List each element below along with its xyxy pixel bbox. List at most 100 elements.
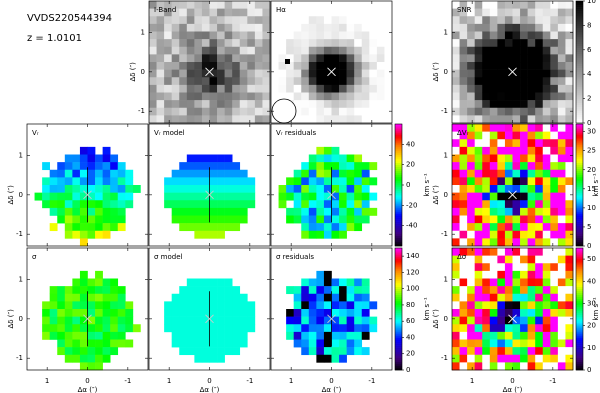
colorbar-cell — [395, 264, 402, 267]
map-pixel — [467, 16, 475, 25]
map-pixel — [323, 92, 332, 101]
map-pixel — [354, 31, 363, 40]
map-pixel — [452, 270, 460, 279]
panel-sig — [26, 247, 149, 371]
map-pixel — [565, 185, 574, 193]
map-pixel — [224, 293, 233, 302]
map-pixel — [323, 331, 332, 340]
colorbar-cell — [395, 325, 402, 328]
map-pixel — [194, 331, 203, 340]
map-pixel — [535, 278, 544, 287]
map-pixel — [57, 162, 66, 171]
map-pixel — [550, 293, 559, 302]
map-pixel — [186, 286, 195, 295]
map-pixel — [346, 162, 355, 171]
map-pixel — [354, 169, 363, 178]
map-pixel — [186, 8, 195, 17]
map-pixel — [271, 46, 279, 55]
map-pixel — [512, 46, 521, 55]
map-pixel — [217, 286, 225, 295]
map-pixel — [565, 62, 574, 70]
map-pixel — [497, 207, 506, 216]
colorbar-tick-label: 20 — [406, 350, 415, 358]
map-pixel — [293, 293, 302, 302]
map-pixel — [286, 192, 294, 201]
map-pixel — [361, 316, 370, 325]
map-pixel — [565, 115, 574, 124]
map-pixel — [201, 200, 210, 209]
map-pixel — [542, 69, 551, 78]
colorbar-cell — [576, 199, 583, 202]
panel-sigm — [148, 247, 271, 371]
map-pixel — [467, 8, 475, 17]
map-pixel — [179, 31, 188, 40]
map-pixel — [504, 316, 513, 325]
map-pixel — [156, 77, 165, 86]
map-pixel — [308, 154, 317, 163]
map-pixel — [384, 115, 393, 124]
colorbar-cell — [395, 300, 402, 304]
map-pixel — [346, 31, 355, 40]
map-pixel — [459, 270, 468, 279]
colorbar-cell — [395, 136, 402, 139]
map-pixel — [512, 286, 521, 295]
map-pixel — [49, 286, 58, 295]
map-pixel — [239, 8, 248, 17]
colorbar-tick-label: 120 — [406, 268, 419, 276]
colorbar-cell — [576, 166, 583, 170]
map-pixel — [542, 107, 551, 116]
map-pixel — [369, 16, 378, 25]
map-pixel — [467, 39, 475, 48]
map-pixel — [535, 354, 544, 363]
map-pixel — [565, 223, 574, 232]
map-pixel — [95, 293, 103, 302]
map-pixel — [316, 8, 325, 17]
colorbar-tick-label: 40 — [406, 333, 415, 341]
map-pixel — [527, 215, 536, 224]
map-pixel — [339, 1, 347, 9]
map-pixel — [201, 77, 210, 86]
map-pixel — [87, 185, 96, 193]
map-pixel — [102, 162, 111, 171]
map-pixel — [467, 107, 475, 116]
map-pixel — [467, 62, 475, 70]
map-pixel — [308, 100, 317, 109]
map-pixel — [323, 100, 332, 109]
map-pixel — [535, 169, 544, 178]
colorbar-cell — [576, 262, 583, 265]
map-pixel — [550, 16, 559, 25]
map-pixel — [459, 23, 468, 32]
map-pixel — [542, 316, 551, 325]
map-pixel — [323, 115, 332, 124]
map-pixel — [369, 62, 378, 70]
map-pixel — [87, 324, 96, 333]
map-pixel — [482, 92, 491, 101]
map-pixel — [110, 309, 119, 317]
map-pixel — [232, 223, 241, 232]
map-pixel — [316, 46, 325, 55]
map-pixel — [87, 339, 96, 348]
map-pixel — [102, 278, 111, 287]
map-pixel — [125, 324, 134, 333]
colorbar-cell — [576, 349, 583, 352]
map-pixel — [467, 339, 475, 348]
map-pixel — [535, 177, 544, 186]
map-pixel — [467, 248, 475, 256]
map-pixel — [361, 162, 370, 171]
map-pixel — [64, 162, 73, 171]
map-pixel — [164, 100, 172, 109]
map-pixel — [323, 23, 332, 32]
map-pixel — [459, 339, 468, 348]
map-pixel — [474, 8, 483, 17]
map-pixel — [542, 331, 551, 340]
map-pixel — [346, 1, 355, 9]
map-pixel — [542, 324, 551, 333]
colorbar-cell — [395, 235, 402, 239]
map-pixel — [179, 107, 188, 116]
map-pixel — [239, 215, 248, 224]
colorbar-cell — [576, 286, 583, 289]
map-pixel — [557, 316, 566, 325]
map-pixel — [110, 278, 119, 287]
map-pixel — [79, 324, 88, 333]
map-pixel — [565, 177, 574, 186]
